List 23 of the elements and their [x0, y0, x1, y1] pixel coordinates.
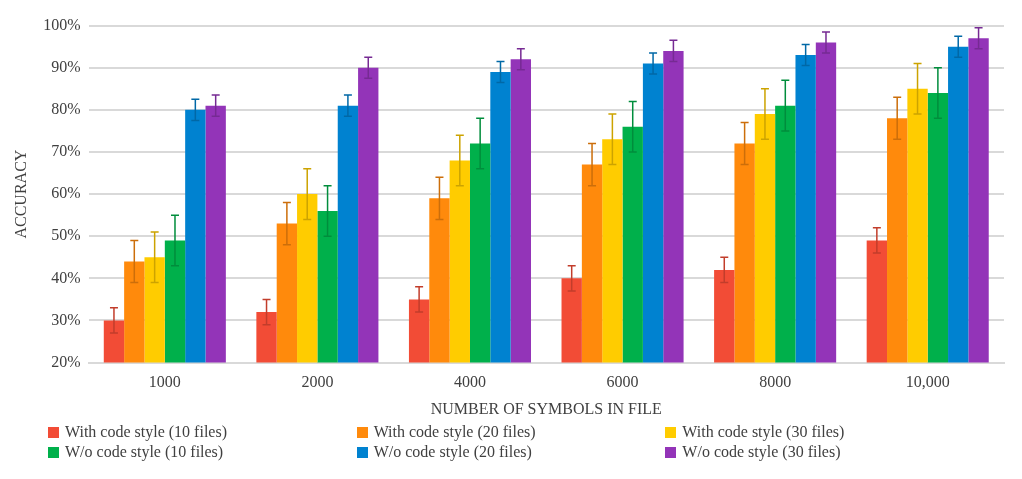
y-tick-label: 50%: [51, 226, 81, 244]
y-tick-label: 60%: [51, 184, 81, 202]
y-tick-label: 30%: [51, 310, 81, 328]
y-tick-label: 70%: [51, 142, 81, 160]
x-tick-label: 1000: [148, 373, 181, 391]
x-tick-label: 10,000: [905, 373, 950, 391]
legend-label: W/o code style (20 files): [373, 443, 532, 461]
y-tick-label: 20%: [51, 352, 81, 370]
x-tick-label: 2000: [301, 373, 334, 391]
y-tick-label: 80%: [51, 100, 81, 118]
y-tick-label: 100%: [43, 15, 81, 33]
y-tick-label: 40%: [51, 268, 81, 286]
y-tick-label: 90%: [51, 57, 81, 75]
x-tick-label: 8000: [759, 373, 792, 391]
x-axis-title: NUMBER OF SYMBOLS IN FILE: [430, 399, 662, 417]
legend-label: With code style (10 files): [65, 423, 227, 441]
legend-label: With code style (30 files): [682, 423, 845, 441]
y-axis-title: ACCURACY: [11, 149, 29, 239]
legend-label: W/o code style (10 files): [65, 443, 224, 461]
x-tick-label: 4000: [453, 373, 486, 391]
legend-label: With code style (20 files): [373, 423, 536, 441]
x-tick-label: 6000: [606, 373, 639, 391]
legend-label: W/o code style (30 files): [682, 443, 841, 461]
